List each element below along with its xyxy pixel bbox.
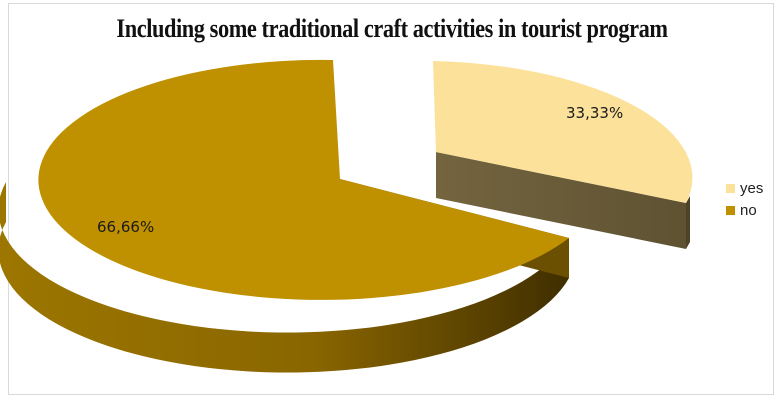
slice-no-group[interactable]: [0, 59, 570, 373]
slice-yes-side-outer: [686, 196, 690, 249]
data-label-yes: 33,33%: [566, 104, 623, 122]
legend-swatch-no: [726, 205, 735, 215]
legend: yes no: [726, 177, 763, 221]
slice-no-top: [38, 59, 570, 300]
legend-label-yes: yes: [740, 179, 764, 197]
slice-no-side-outer: [0, 182, 569, 373]
data-label-no: 66,66%: [97, 218, 154, 236]
slice-yes-group[interactable]: [433, 61, 693, 249]
legend-item-no: no: [726, 199, 763, 221]
legend-label-no: no: [740, 201, 757, 219]
legend-swatch-yes: [726, 183, 735, 193]
slice-yes-top: [433, 61, 693, 203]
slice-yes-side-cut: [436, 152, 686, 249]
legend-item-yes: yes: [726, 177, 763, 199]
chart-title: Including some traditional craft activit…: [116, 14, 668, 43]
